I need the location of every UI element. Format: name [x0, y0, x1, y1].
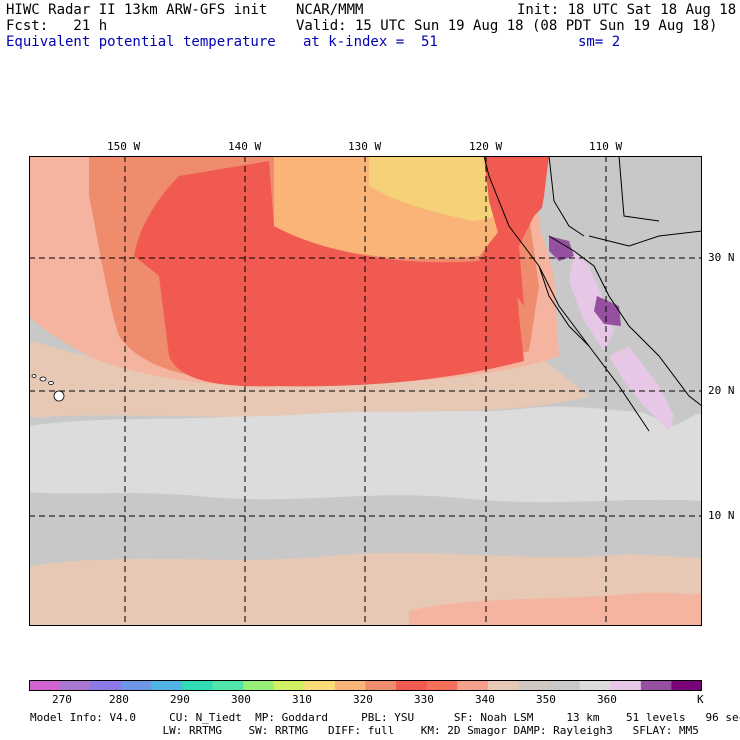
- colorbar-cell: [90, 680, 122, 691]
- lon-label: 110 W: [589, 140, 623, 153]
- lat-label: 20 N: [708, 384, 735, 397]
- colorbar-cell: [59, 680, 91, 691]
- coastlines: [483, 156, 702, 432]
- hawaiian-islands: [31, 374, 65, 402]
- k-index: at k-index = 51: [303, 34, 438, 50]
- colorbar-cell: [426, 680, 458, 691]
- sonora-purple: [594, 296, 621, 326]
- colorbar-label: 270: [52, 693, 72, 706]
- colorbar-label: 360: [597, 693, 617, 706]
- lon-label: 130 W: [348, 140, 382, 153]
- colorbar-label: 340: [475, 693, 495, 706]
- colorbar-cell: [671, 680, 702, 691]
- map-frame: [29, 156, 702, 626]
- colorbar-label: 280: [109, 693, 129, 706]
- coastal-red-strip: [484, 156, 559, 306]
- colorbar-unit: K: [697, 693, 704, 706]
- colorbar-cell: [29, 680, 61, 691]
- colorbar-cell: [243, 680, 275, 691]
- field-name: Equivalent potential temperature: [6, 34, 276, 50]
- colorbar-cell: [365, 680, 397, 691]
- colorbar-label: 290: [170, 693, 190, 706]
- tropical-light-band: [29, 406, 702, 503]
- lat-label: 30 N: [708, 251, 735, 264]
- graticule: [29, 156, 702, 626]
- colorbar-cell: [610, 680, 642, 691]
- equatorial-peach-band: [409, 592, 702, 626]
- subtropical-tan-band: [29, 341, 589, 418]
- colorbar-cell: [151, 680, 183, 691]
- red-core: [134, 161, 524, 387]
- colorbar-cell: [549, 680, 581, 691]
- lon-label: 120 W: [469, 140, 503, 153]
- colorbar-cell: [457, 680, 489, 691]
- colorbar-cell: [518, 680, 550, 691]
- baja-lavender: [569, 251, 614, 351]
- colorbar-cell: [273, 680, 305, 691]
- colorbar-cell: [334, 680, 366, 691]
- colorbar-cell: [181, 680, 214, 691]
- colorbar-cell: [396, 680, 428, 691]
- lat-label: 10 N: [708, 509, 735, 522]
- colorbar-cell: [212, 680, 244, 691]
- colorbar-label: 310: [292, 693, 312, 706]
- theta-e-map: [29, 156, 702, 626]
- colorbar-label: 320: [353, 693, 373, 706]
- model-title: HIWC Radar II 13km ARW-GFS init: [6, 2, 268, 18]
- model-physics: LW: RRTMG SW: RRTMG DIFF: full KM: 2D Sm…: [30, 724, 699, 737]
- source-label: NCAR/MMM: [296, 2, 364, 18]
- yellow-region: [369, 156, 519, 221]
- mexico-lavender: [609, 346, 674, 431]
- colorbar-label: 300: [231, 693, 251, 706]
- colorbar-cell: [640, 680, 672, 691]
- lon-label: 140 W: [228, 140, 262, 153]
- valid-time: Valid: 15 UTC Sun 19 Aug 18 (08 PDT Sun …: [296, 18, 718, 34]
- colorbar: [29, 680, 702, 691]
- init-time: Init: 18 UTC Sat 18 Aug 18: [517, 2, 737, 18]
- lon-label: 150 W: [107, 140, 141, 153]
- colorbar-cell: [579, 680, 611, 691]
- colorbar-label: 350: [536, 693, 556, 706]
- smoothing: sm= 2: [578, 34, 621, 50]
- colorbar-cell: [120, 680, 152, 691]
- forecast-hour: Fcst: 21 h: [6, 18, 108, 34]
- colorbar-cell: [487, 680, 519, 691]
- gulf-purple: [549, 236, 574, 261]
- colorbar-cell: [304, 680, 336, 691]
- colorbar-label: 330: [414, 693, 434, 706]
- model-info: Model Info: V4.0 CU: N_Tiedt MP: Goddard…: [30, 711, 740, 724]
